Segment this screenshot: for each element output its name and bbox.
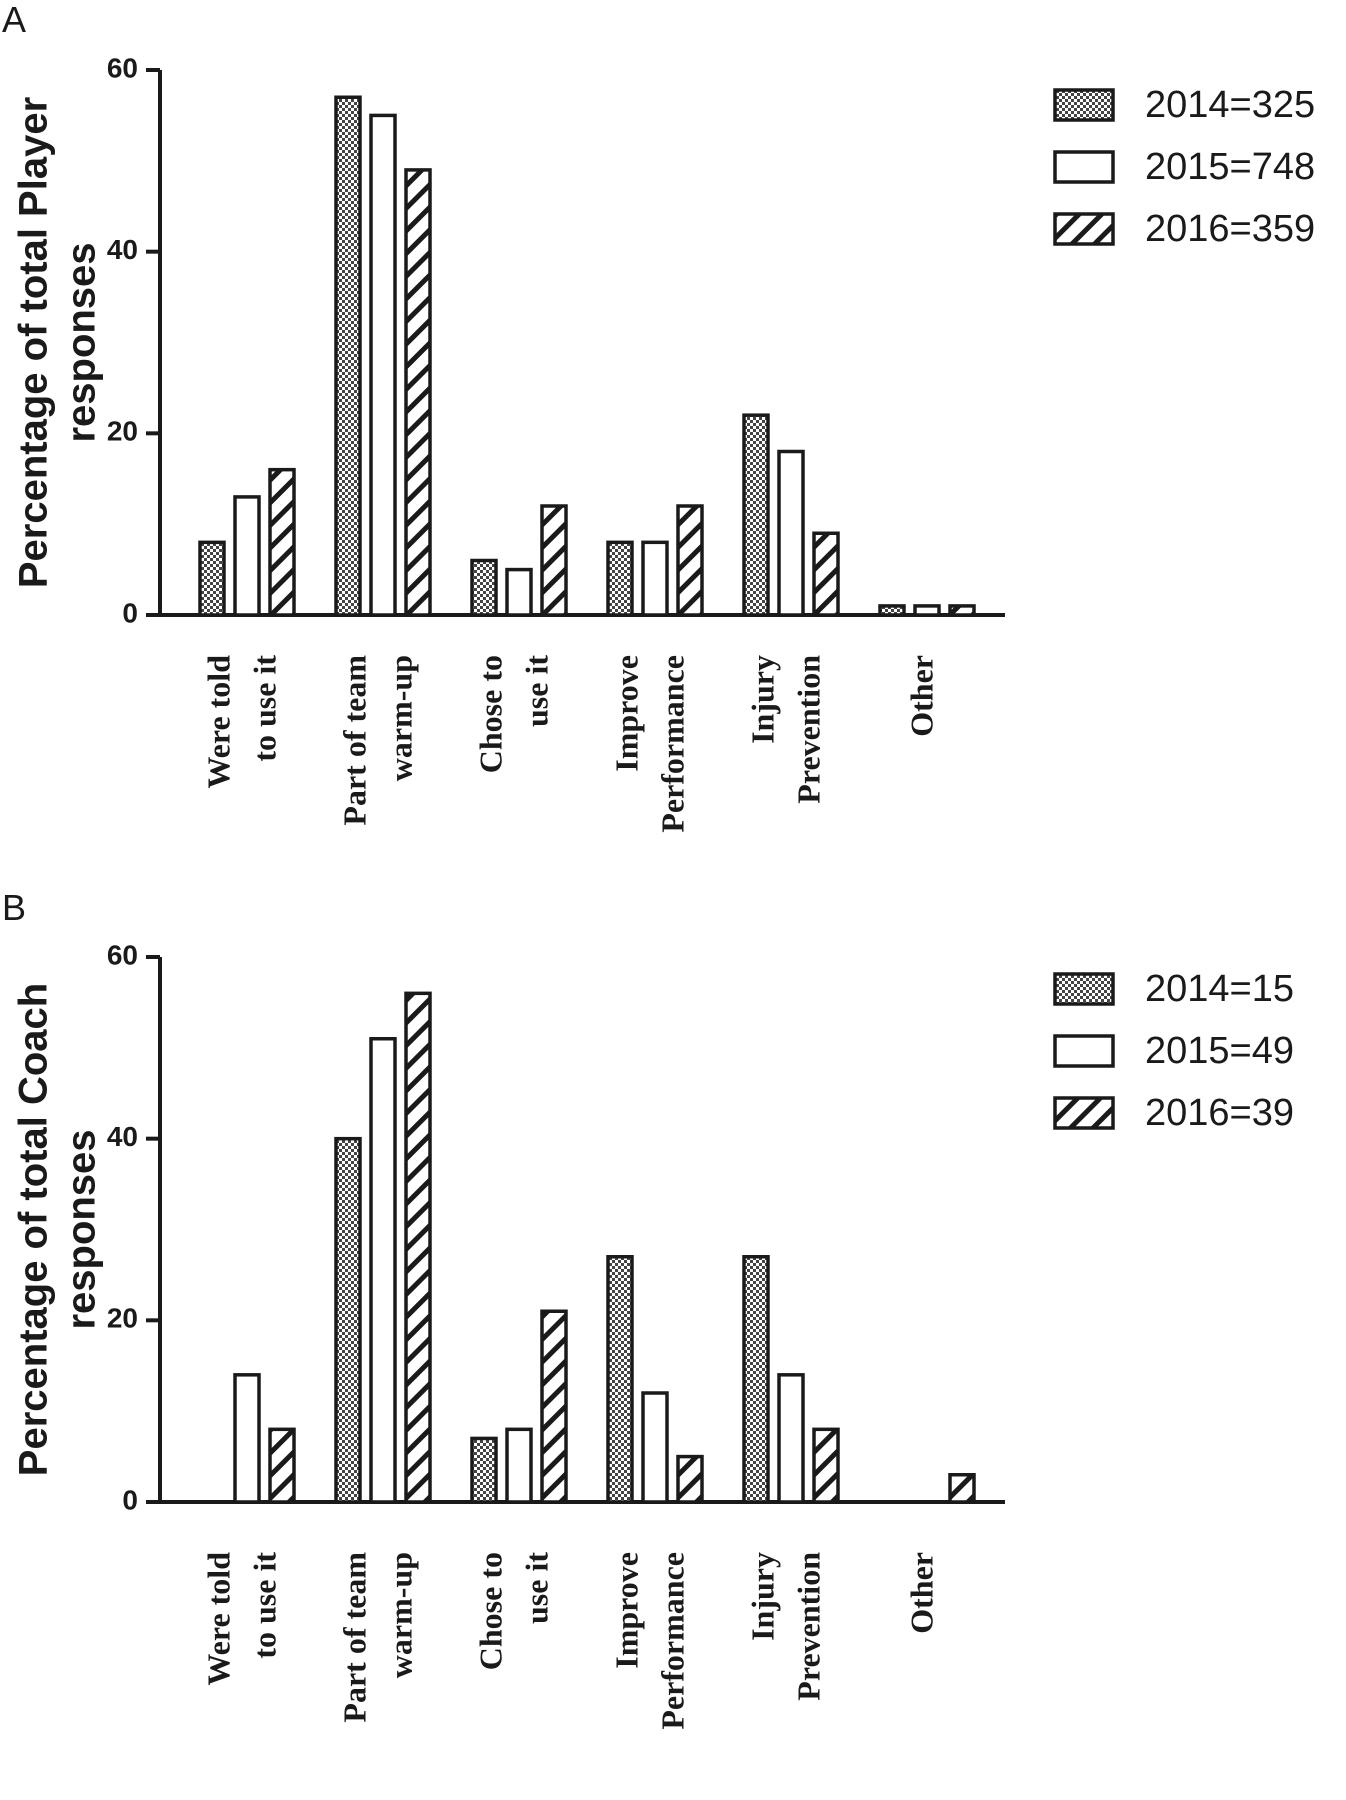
bar: [641, 540, 669, 617]
x-tick-label: use it: [518, 1552, 554, 1624]
x-tick-label: Part of team: [336, 1552, 372, 1723]
legend-label: 2014=15: [1145, 968, 1294, 1010]
bar: [812, 531, 840, 617]
x-tick-label: warm-up: [382, 655, 418, 781]
bar: [505, 567, 533, 617]
legend-label: 2016=39: [1145, 1092, 1294, 1134]
bar: [505, 1427, 533, 1504]
legend-label: 2015=748: [1145, 146, 1315, 188]
y-tick-label: 20: [107, 416, 138, 447]
x-tick-label: Part of team: [336, 655, 372, 826]
bar: [913, 604, 941, 617]
bar: [948, 1473, 976, 1504]
x-tick-label: Were told: [200, 1552, 236, 1686]
bar: [540, 504, 568, 617]
x-tick-label: Were told: [200, 655, 236, 789]
y-tick-label: 40: [107, 1121, 138, 1152]
x-tick-label: Injury: [744, 655, 780, 744]
bar: [676, 1454, 704, 1504]
bar: [777, 1373, 805, 1504]
legend-swatch: [1053, 150, 1115, 184]
x-tick-label: to use it: [246, 1552, 282, 1659]
y-tick-label: 20: [107, 1303, 138, 1334]
legend-label: 2014=325: [1145, 84, 1315, 126]
bar: [268, 467, 296, 617]
y-tick-label: 0: [122, 597, 138, 628]
bar: [676, 504, 704, 617]
y-tick-label: 40: [107, 234, 138, 265]
bar: [540, 1309, 568, 1504]
x-tick-label: Performance: [654, 655, 690, 833]
x-tick-label: Other: [903, 1552, 939, 1634]
x-tick-label: Injury: [744, 1552, 780, 1641]
panel-letter: B: [2, 887, 26, 928]
panel-letter: A: [2, 0, 26, 40]
bar: [369, 113, 397, 617]
bar: [606, 540, 634, 617]
legend-swatch: [1053, 212, 1115, 246]
bar: [470, 1436, 498, 1504]
bar: [948, 604, 976, 617]
bar: [742, 1255, 770, 1504]
bar: [334, 1136, 362, 1504]
bar: [742, 413, 770, 617]
y-tick-label: 60: [107, 939, 138, 970]
bar: [878, 604, 906, 617]
legend-swatch: [1053, 1096, 1115, 1130]
x-tick-label: Other: [903, 655, 939, 737]
bar: [268, 1427, 296, 1504]
panel-b-chart: B Percentage of total Coach responses 0 20 40…: [2, 887, 1294, 1730]
x-tick-label: Improve: [608, 655, 644, 772]
x-tick-label: to use it: [246, 655, 282, 762]
bar: [641, 1391, 669, 1504]
legend-swatch: [1053, 1034, 1115, 1068]
x-tick-label: Prevention: [790, 655, 826, 804]
bar: [606, 1255, 634, 1504]
y-axis-label: responses: [60, 242, 104, 442]
bar: [233, 495, 261, 617]
y-tick-label: 0: [122, 1484, 138, 1515]
y-axis-label: responses: [60, 1129, 104, 1329]
x-tick-label: warm-up: [382, 1552, 418, 1678]
bar: [198, 540, 226, 617]
y-axis-label: Percentage of total Coach: [12, 983, 56, 1476]
x-tick-label: Performance: [654, 1552, 690, 1730]
y-tick-label: 60: [107, 52, 138, 83]
bar: [233, 1373, 261, 1504]
panel-a-chart: A Percentage of total Player responses 0 20 4…: [2, 0, 1315, 833]
legend-swatch: [1053, 88, 1115, 122]
bar: [777, 449, 805, 617]
x-tick-label: Chose to: [472, 1552, 508, 1670]
bar: [404, 168, 432, 617]
x-tick-label: use it: [518, 655, 554, 727]
x-tick-label: Chose to: [472, 655, 508, 773]
y-axis-label: Percentage of total Player: [12, 97, 56, 588]
x-tick-label: Improve: [608, 1552, 644, 1669]
bar: [334, 95, 362, 617]
bar: [404, 991, 432, 1504]
bar: [470, 558, 498, 617]
bar: [369, 1037, 397, 1504]
legend-label: 2015=49: [1145, 1030, 1294, 1072]
bar: [812, 1427, 840, 1504]
x-tick-label: Prevention: [790, 1552, 826, 1701]
legend-label: 2016=359: [1145, 208, 1315, 250]
legend-swatch: [1053, 972, 1115, 1006]
